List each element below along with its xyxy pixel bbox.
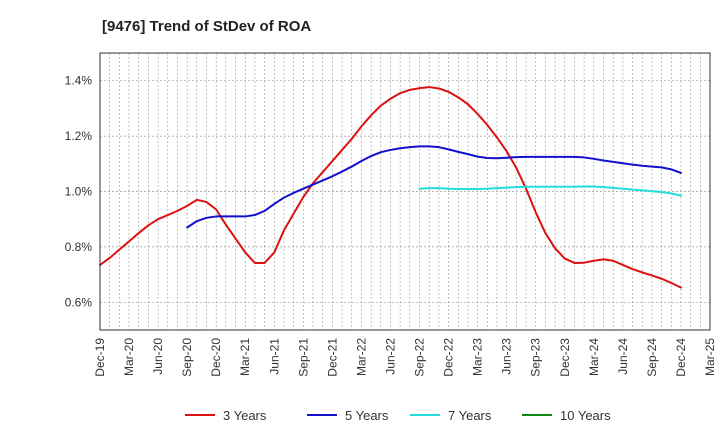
x-tick-label: Mar-20 <box>122 338 136 376</box>
x-tick-label: Dec-23 <box>558 338 572 377</box>
x-tick-label: Jun-24 <box>616 338 630 375</box>
x-tick-label: Mar-24 <box>587 338 601 376</box>
x-tick-label: Jun-21 <box>267 338 281 375</box>
x-tick-label: Jun-22 <box>383 338 397 375</box>
legend-label-7-years: 7 Years <box>448 408 492 423</box>
legend: 3 Years 5 Years 7 Years 10 Years <box>185 408 611 423</box>
y-tick-label: 1.0% <box>65 185 93 199</box>
x-tick-label: Dec-21 <box>325 338 339 377</box>
y-tick-label: 1.4% <box>65 74 93 88</box>
y-tick-label: 1.2% <box>65 129 93 143</box>
x-tick-label: Mar-21 <box>238 338 252 376</box>
x-tick-label: Dec-24 <box>674 338 688 377</box>
x-tick-label: Sep-21 <box>296 338 310 377</box>
x-tick-label: Sep-22 <box>413 338 427 377</box>
series-line-5-years <box>186 145 682 229</box>
x-tick-label: Mar-22 <box>354 338 368 376</box>
series-line-3-years <box>99 86 682 289</box>
plot-border <box>99 52 711 331</box>
grid-layer <box>99 53 711 330</box>
x-tick-label: Mar-23 <box>471 338 485 376</box>
y-tick-label: 0.6% <box>65 295 93 309</box>
legend-label-10-years: 10 Years <box>560 408 611 423</box>
x-tick-label: Sep-24 <box>645 338 659 377</box>
chart-title: [9476] Trend of StDev of ROA <box>102 18 311 35</box>
series-line-7-years <box>418 185 682 197</box>
y-tick-labels: 0.6% 0.8% 1.0% 1.2% 1.4% <box>65 74 93 310</box>
x-tick-label: Sep-20 <box>180 338 194 377</box>
legend-label-5-years: 5 Years <box>345 408 389 423</box>
y-tick-label: 0.8% <box>65 240 93 254</box>
legend-label-3-years: 3 Years <box>223 408 267 423</box>
x-tick-label: Sep-23 <box>529 338 543 377</box>
series-layer <box>99 86 682 289</box>
x-tick-labels: Dec-19 Mar-20 Jun-20 Sep-20 Dec-20 Mar-21 Jun-… <box>93 338 717 377</box>
x-tick-label: Dec-19 <box>93 338 107 377</box>
x-tick-label: Mar-25 <box>703 338 717 376</box>
x-tick-label: Jun-20 <box>151 338 165 375</box>
x-tick-label: Dec-22 <box>442 338 456 377</box>
x-tick-label: Jun-23 <box>500 338 514 375</box>
x-tick-label: Dec-20 <box>209 338 223 377</box>
